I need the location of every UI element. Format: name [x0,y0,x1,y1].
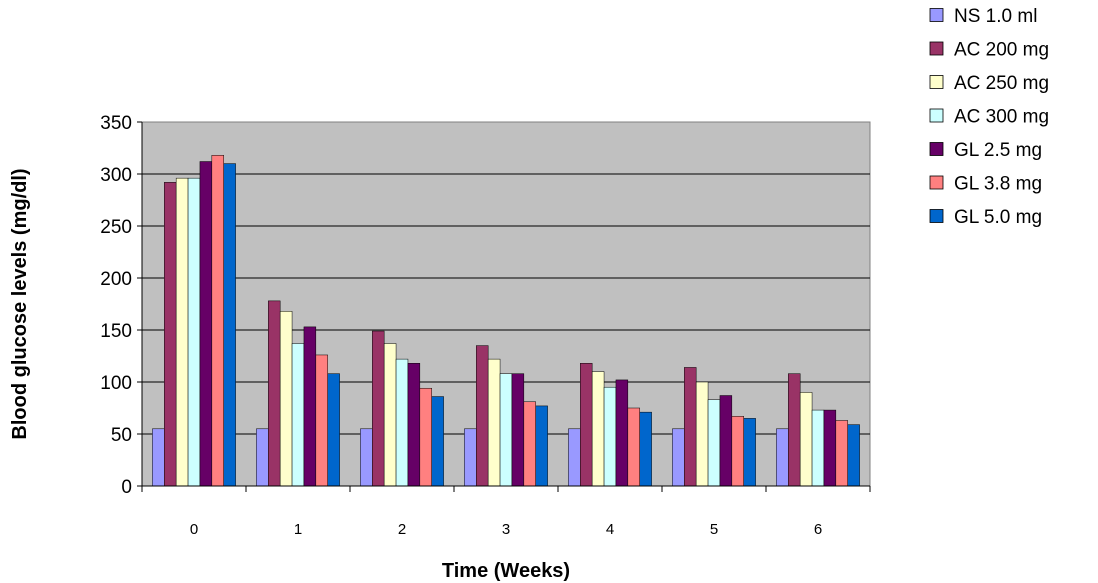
bar [511,373,525,487]
legend-swatch [929,41,944,56]
x-tick-label: 2 [398,521,406,538]
x-tick-label: 6 [814,521,822,538]
y-tick-label: 50 [111,425,132,446]
bar [627,407,640,487]
bar [395,358,409,487]
bar [175,177,189,487]
bar [164,182,177,487]
bar [603,386,617,487]
bar [847,424,860,487]
bar [719,395,733,487]
legend-label: GL 3.8 mg [954,174,1042,195]
bar [639,411,652,487]
legend-label: AC 250 mg [954,73,1049,94]
bar [431,396,444,487]
bar [199,161,213,487]
legend-swatch [929,209,944,223]
bar [187,177,201,487]
bar [268,300,281,487]
bar [615,379,629,487]
bar [211,155,224,487]
legend-swatch [929,175,944,190]
bar [372,330,385,487]
y-tick-label: 250 [100,217,132,238]
y-tick-label: 150 [100,321,132,342]
y-tick-label: 200 [100,269,132,290]
y-tick-label: 350 [100,113,132,134]
axes [137,121,871,492]
bar [383,343,397,487]
bar [695,381,709,487]
bar [464,428,477,487]
bar [731,416,744,487]
bar [499,373,513,487]
legend-label: GL 2.5 mg [954,140,1042,161]
legend-label: NS 1.0 ml [954,6,1037,27]
x-tick-label: 4 [606,521,614,538]
y-tick-label: 300 [100,165,132,186]
y-tick-label: 100 [100,373,132,394]
x-tick-labels: 0 1 2 3 4 5 6 [190,521,822,538]
bar [580,363,593,487]
legend-item: GL 3.8 mg [929,174,1042,195]
legend-item: AC 200 mg [929,40,1049,61]
bar [419,387,432,487]
legend-swatch [929,75,944,89]
legend-item: GL 5.0 mg [929,207,1042,228]
y-axis-title: Blood glucose levels (mg/dl) [9,168,31,439]
bar [327,373,340,487]
bar [672,428,685,487]
legend-label: AC 200 mg [954,40,1049,61]
bar [279,311,293,487]
bar [152,428,165,487]
y-tick-labels: 0 50 100 150 200 250 300 350 [100,113,132,498]
bar [476,345,489,487]
legend: NS 1.0 ml AC 200 mg AC 250 mg AC 300 mg GL 2… [929,6,1049,228]
bar [407,363,421,487]
bar [823,409,837,487]
bar [223,163,236,487]
bar [523,401,536,487]
bar [535,405,548,487]
bar [487,358,501,487]
bar [776,428,789,487]
legend-item: AC 300 mg [929,107,1049,128]
bar [799,392,813,487]
bar [788,373,801,487]
x-axis-title: Time (Weeks) [442,560,570,582]
bar [315,354,328,487]
y-tick-label: 0 [121,477,132,498]
bar [256,428,269,487]
legend-swatch [929,108,944,123]
bar [291,343,305,487]
bar [707,399,721,487]
x-tick-label: 0 [190,521,198,538]
bars [152,155,860,487]
bar [591,371,605,487]
bar [835,420,848,487]
bar [303,326,317,487]
legend-swatch [929,8,944,22]
legend-swatch [929,142,944,156]
bar [811,409,825,487]
x-tick-label: 5 [710,521,718,538]
bar [360,428,373,487]
legend-item: NS 1.0 ml [929,6,1037,27]
legend-item: AC 250 mg [929,73,1049,94]
bar [743,418,756,487]
legend-label: GL 5.0 mg [954,207,1042,228]
x-tick-label: 1 [294,521,302,538]
legend-label: AC 300 mg [954,107,1049,128]
x-tick-label: 3 [502,521,510,538]
bar [568,428,581,487]
legend-item: GL 2.5 mg [929,140,1042,161]
bar [684,367,697,487]
